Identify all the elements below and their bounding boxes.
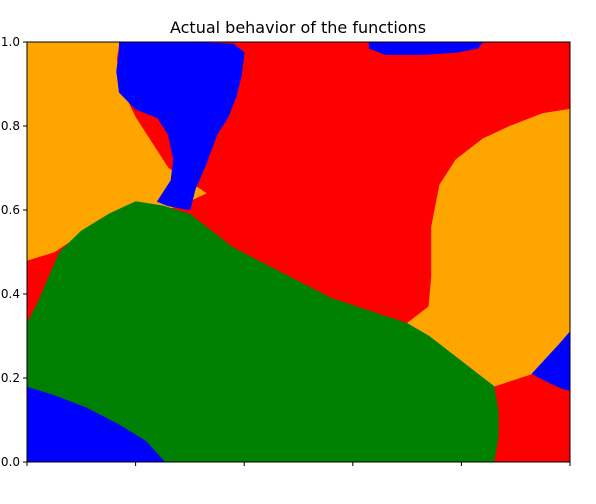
- y-tick-label: 1.0: [1, 35, 20, 49]
- y-tick-label: 0.6: [1, 203, 20, 217]
- plot-frame: [26, 41, 571, 463]
- green-region: [27, 201, 499, 462]
- axes: 0.0 0.2 0.4 0.6 0.8 1.0: [1, 35, 571, 469]
- y-tick-label: 0.0: [1, 455, 20, 469]
- regions-layer: [27, 42, 570, 462]
- blue-region: [531, 331, 570, 391]
- chart-title: Actual behavior of the functions: [170, 18, 426, 37]
- y-tick-label: 0.2: [1, 371, 20, 385]
- plot-area: [27, 42, 570, 462]
- y-tick-label: 0.8: [1, 119, 20, 133]
- y-tick-label: 0.4: [1, 287, 20, 301]
- blue-region: [368, 42, 484, 55]
- blue-region: [116, 42, 245, 211]
